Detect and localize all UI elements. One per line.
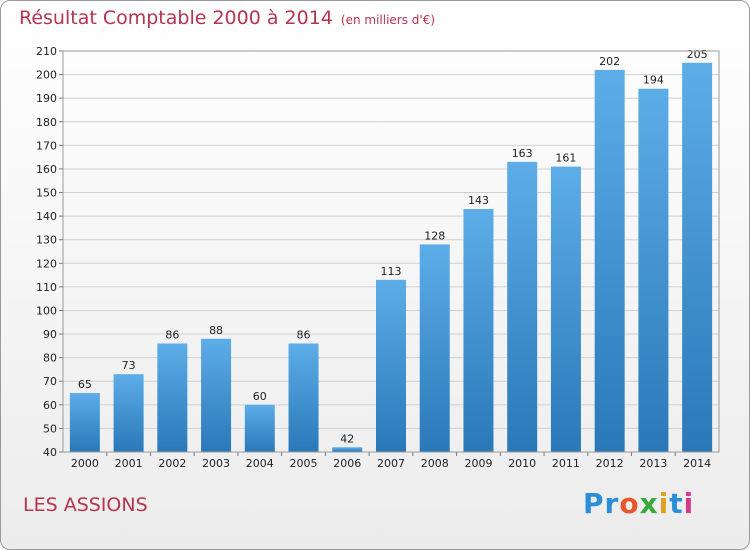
value-label-2007: 113: [381, 265, 402, 278]
bar-2005: [288, 343, 319, 452]
value-label-2010: 163: [512, 147, 533, 160]
y-tick-label: 160: [36, 163, 57, 176]
bar-2009: [463, 209, 494, 452]
bars: 65 73 86 88 60 86 42 113 128 143 163 161 202 194 205: [69, 48, 713, 453]
x-axis-ticks: 2000 2001 2002 2003 2004 2005 2006 2007 2008 2009…: [71, 452, 711, 470]
x-tick-label-2002: 2002: [158, 457, 186, 470]
y-tick-label: 40: [43, 446, 57, 459]
value-label-2012: 202: [599, 55, 620, 68]
y-tick-label: 190: [36, 92, 57, 105]
x-tick-label-2007: 2007: [377, 457, 405, 470]
x-tick-label-2004: 2004: [246, 457, 274, 470]
x-tick-label-2011: 2011: [552, 457, 580, 470]
bar-2003: [201, 338, 232, 452]
x-tick-label-2008: 2008: [421, 457, 449, 470]
value-label-2004: 60: [253, 390, 267, 403]
y-tick-label: 100: [36, 304, 57, 317]
x-tick-label-2013: 2013: [639, 457, 667, 470]
x-tick-label-2009: 2009: [464, 457, 492, 470]
y-tick-label: 80: [43, 352, 57, 365]
x-tick-label-2003: 2003: [202, 457, 230, 470]
x-tick-label-2006: 2006: [333, 457, 361, 470]
y-tick-label: 70: [43, 375, 57, 388]
bar-2014: [682, 62, 713, 452]
bar-2004: [244, 404, 275, 452]
title-text: Résultat Comptable 2000 à 2014: [19, 7, 333, 29]
value-label-2005: 86: [297, 328, 311, 341]
value-label-2013: 194: [643, 74, 664, 87]
bar-2011: [550, 166, 581, 453]
y-tick-label: 110: [36, 281, 57, 294]
y-tick-label: 140: [36, 210, 57, 223]
bar-2002: [157, 343, 188, 452]
x-tick-label-2000: 2000: [71, 457, 99, 470]
chart-subtitle: (en milliers d'€): [340, 13, 436, 27]
x-tick-label-2012: 2012: [596, 457, 624, 470]
y-tick-label: 130: [36, 234, 57, 247]
y-tick-label: 50: [43, 422, 57, 435]
y-tick-label: 210: [36, 45, 57, 58]
x-tick-label-2001: 2001: [115, 457, 143, 470]
place-name: LES ASSIONS: [23, 494, 148, 516]
bar-2001: [113, 374, 144, 452]
y-tick-label: 200: [36, 69, 57, 82]
value-label-2003: 88: [209, 324, 223, 337]
y-tick-label: 170: [36, 139, 57, 152]
bar-2000: [69, 393, 100, 452]
y-tick-label: 180: [36, 116, 57, 129]
y-axis-ticks: 40 50 60 70 80 90 100 110 120 130 140 150 160 170 180 1…: [36, 45, 63, 459]
bar-2007: [376, 279, 406, 452]
bar-2013: [638, 88, 669, 452]
y-tick-label: 90: [43, 328, 57, 341]
bar-2010: [507, 161, 538, 453]
value-label-2014: 205: [687, 48, 708, 61]
x-tick-label-2005: 2005: [290, 457, 318, 470]
value-label-2001: 73: [122, 359, 136, 372]
bar-2006: [332, 447, 363, 452]
plot-border: [62, 50, 720, 453]
x-tick-label-2010: 2010: [508, 457, 536, 470]
bar-2008: [419, 244, 450, 452]
value-label-2011: 161: [555, 152, 576, 165]
x-tick-label-2014: 2014: [683, 457, 711, 470]
y-tick-label: 60: [43, 399, 57, 412]
y-tick-label: 150: [36, 187, 57, 200]
bar-2012: [594, 69, 625, 452]
value-label-2009: 143: [468, 194, 489, 207]
y-tick-label: 120: [36, 257, 57, 270]
value-label-2006: 42: [340, 432, 354, 445]
proxiti-logo[interactable]: Proxiti: [583, 487, 695, 520]
value-label-2000: 65: [78, 378, 92, 391]
value-label-2002: 86: [165, 328, 179, 341]
value-label-2008: 128: [424, 229, 445, 242]
chart-title: Résultat Comptable 2000 à 2014 (en millie…: [19, 7, 435, 29]
